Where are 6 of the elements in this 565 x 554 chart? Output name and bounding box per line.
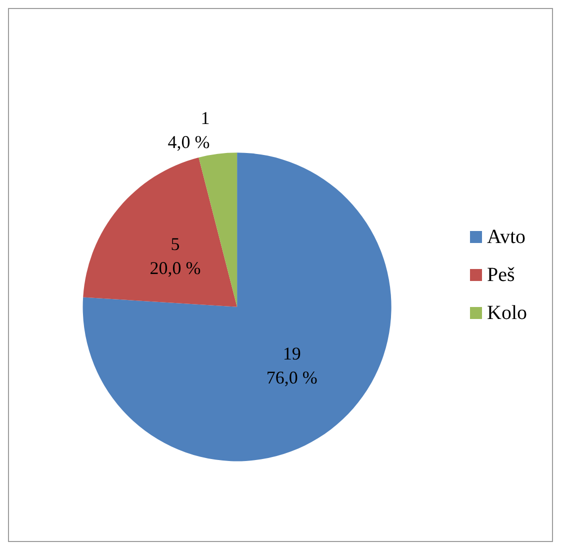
data-label: 1 4,0 % bbox=[168, 108, 210, 152]
legend-label: Kolo bbox=[487, 302, 527, 324]
data-label: 19 76,0 % bbox=[266, 343, 318, 388]
legend-label: Avto bbox=[487, 226, 526, 248]
legend-label: Peš bbox=[487, 264, 515, 286]
data-label: 5 20,0 % bbox=[150, 234, 201, 278]
